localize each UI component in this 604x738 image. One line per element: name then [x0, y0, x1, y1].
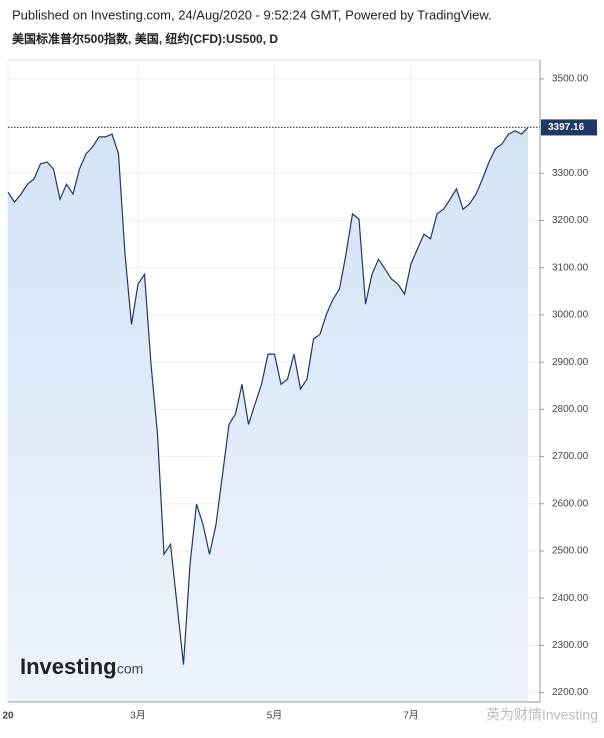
y-tick-label: 2400.00 — [552, 593, 589, 604]
price-line — [7, 126, 529, 665]
x-tick-label: 7月 — [403, 710, 419, 722]
logo-suffix: .com — [113, 661, 143, 677]
watermark: 英为财情Investing — [486, 707, 598, 723]
y-tick-label: 3300.00 — [552, 168, 589, 179]
x-tick-label: 20 — [2, 711, 14, 722]
y-tick-label: 2900.00 — [552, 357, 589, 368]
y-tick-label: 3100.00 — [552, 262, 589, 273]
y-tick-label: 2600.00 — [552, 498, 589, 509]
y-tick-label: 3200.00 — [552, 215, 589, 226]
y-tick-label: 2700.00 — [552, 451, 589, 462]
chart-title: 美国标准普尔500指数, 美国, 纽约(CFD):US500, D — [12, 31, 278, 46]
last-value-label: 3397.16 — [548, 122, 585, 133]
area-fill — [8, 127, 528, 702]
y-tick-label: 2500.00 — [552, 546, 589, 557]
published-note: Published on Investing.com, 24/Aug/2020 … — [12, 7, 492, 22]
y-tick-label: 3500.00 — [552, 74, 589, 85]
y-tick-label: 2300.00 — [552, 640, 589, 651]
last-value-box — [541, 119, 597, 136]
marks — [7, 126, 540, 702]
y-tick-label: 2200.00 — [552, 687, 589, 698]
x-tick-label: 3月 — [130, 710, 146, 722]
x-tick-label: 5月 — [267, 710, 283, 722]
y-tick-label: 3000.00 — [552, 310, 589, 321]
y-tick-label: 2800.00 — [552, 404, 589, 415]
logo-brand: Investing — [20, 654, 117, 679]
